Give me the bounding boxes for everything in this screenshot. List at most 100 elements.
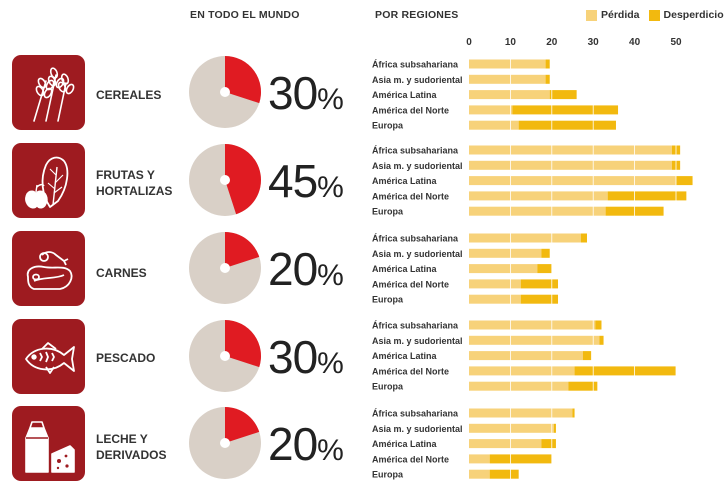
- pie-dairy: [189, 407, 261, 479]
- bar-loss: [469, 335, 600, 345]
- x-tick-label: 50: [670, 37, 682, 48]
- percent-sign: %: [317, 259, 344, 292]
- dairy-icon: [25, 421, 75, 473]
- bar-loss: [469, 248, 542, 258]
- category-label-fruits: FRUTAS Y HORTALIZAS: [96, 167, 172, 199]
- region-label: Asia m. y sudoriental: [372, 336, 463, 346]
- bar-waste: [545, 74, 550, 84]
- region-label: América del Norte: [372, 191, 449, 201]
- legend: Pérdida Desperdicio: [586, 9, 724, 21]
- category-icon-box: [12, 143, 85, 218]
- legend-item-loss: Pérdida: [586, 9, 640, 21]
- bar-waste: [582, 351, 592, 361]
- percent-fruits: 45%: [268, 156, 344, 213]
- percent-fish: 30%: [268, 332, 344, 389]
- bar-waste: [595, 320, 602, 330]
- region-label: América del Norte: [372, 366, 449, 376]
- bar-waste: [512, 105, 619, 115]
- category-icon-box: [12, 231, 85, 306]
- bar-waste: [580, 233, 587, 243]
- percent-value: 30: [268, 67, 318, 119]
- region-label: Asia m. y sudoriental: [372, 424, 463, 434]
- bar-loss: [469, 279, 521, 289]
- bar-waste: [541, 439, 556, 449]
- bar-loss: [469, 439, 542, 449]
- bar-loss: [469, 105, 513, 115]
- legend-swatch-loss: [586, 9, 597, 21]
- percent-dairy: 20%: [268, 419, 344, 476]
- region-label: América del Norte: [372, 454, 449, 464]
- percent-sign: %: [317, 347, 344, 380]
- category-label-line2: DERIVADOS: [96, 448, 167, 462]
- region-label: África subsahariana: [372, 409, 459, 419]
- category-label-line1: CEREALES: [96, 88, 162, 102]
- category-label-fish: PESCADO: [96, 350, 155, 366]
- bar-loss: [469, 120, 519, 130]
- category-label-meat: CARNES: [96, 265, 147, 281]
- x-tick-label: 30: [588, 37, 600, 48]
- bar-waste: [520, 294, 559, 304]
- percent-sign: %: [317, 83, 344, 116]
- pie-share-slice: [225, 232, 260, 268]
- region-label: América del Norte: [372, 105, 449, 115]
- fruit-vegetables-icon: [25, 156, 69, 209]
- x-tick-label: 40: [629, 37, 641, 48]
- bar-loss: [469, 366, 575, 376]
- category-label-line1: PESCADO: [96, 351, 156, 365]
- bar-loss: [469, 160, 672, 170]
- regions-header: POR REGIONES: [375, 9, 459, 21]
- legend-swatch-waste: [648, 9, 660, 21]
- bar-loss: [469, 233, 581, 243]
- region-label: África subsahariana: [372, 146, 459, 156]
- bar-loss: [469, 90, 550, 100]
- pie-share-slice: [225, 56, 261, 104]
- region-label: África subsahariana: [372, 234, 459, 244]
- region-label: América Latina: [372, 90, 438, 100]
- bar-waste: [574, 366, 676, 376]
- bar-loss: [469, 74, 546, 84]
- bar-waste: [549, 90, 577, 100]
- pie-center-hole: [220, 351, 230, 361]
- bar-loss: [469, 191, 608, 201]
- bar-waste: [518, 120, 616, 130]
- pie-fish: [189, 320, 261, 392]
- region-label: Asia m. y sudoriental: [372, 249, 463, 259]
- meat-icon: [26, 251, 73, 290]
- bar-loss: [469, 469, 490, 479]
- pie-center-hole: [220, 87, 230, 97]
- bar-waste: [553, 423, 556, 433]
- bar-loss: [469, 408, 573, 418]
- pie-share-slice: [225, 407, 260, 443]
- category-label-dairy: LECHE Y DERIVADOS: [96, 431, 166, 463]
- pie-fruits: [189, 144, 261, 216]
- region-label: Europa: [372, 121, 404, 131]
- category-icon-box: [12, 55, 85, 130]
- bar-waste: [676, 176, 693, 186]
- category-label-line1: FRUTAS Y: [96, 168, 155, 182]
- bar-waste: [520, 279, 559, 289]
- region-label: África subsahariana: [372, 60, 459, 70]
- bar-waste: [607, 191, 687, 201]
- category-icon-box: [12, 406, 85, 481]
- legend-label-loss: Pérdida: [601, 9, 640, 21]
- bar-loss: [469, 294, 521, 304]
- bar-waste: [545, 59, 550, 69]
- category-label-line2: HORTALIZAS: [96, 184, 173, 198]
- region-label: América Latina: [372, 439, 438, 449]
- bar-loss: [469, 145, 672, 155]
- bar-loss: [469, 176, 676, 186]
- bar-loss: [469, 320, 596, 330]
- category-label-cereals: CEREALES: [96, 87, 161, 103]
- world-header: EN TODO EL MUNDO: [190, 9, 300, 21]
- bar-loss: [469, 381, 569, 391]
- pie-share-slice: [225, 320, 261, 368]
- region-label: América Latina: [372, 351, 438, 361]
- wheat-icon: [33, 67, 75, 122]
- percent-value: 20: [268, 418, 318, 470]
- bar-loss: [469, 206, 606, 216]
- region-label: Europa: [372, 382, 404, 392]
- region-label: África subsahariana: [372, 321, 459, 331]
- bar-waste: [572, 408, 575, 418]
- region-label: América Latina: [372, 176, 438, 186]
- bar-loss: [469, 423, 554, 433]
